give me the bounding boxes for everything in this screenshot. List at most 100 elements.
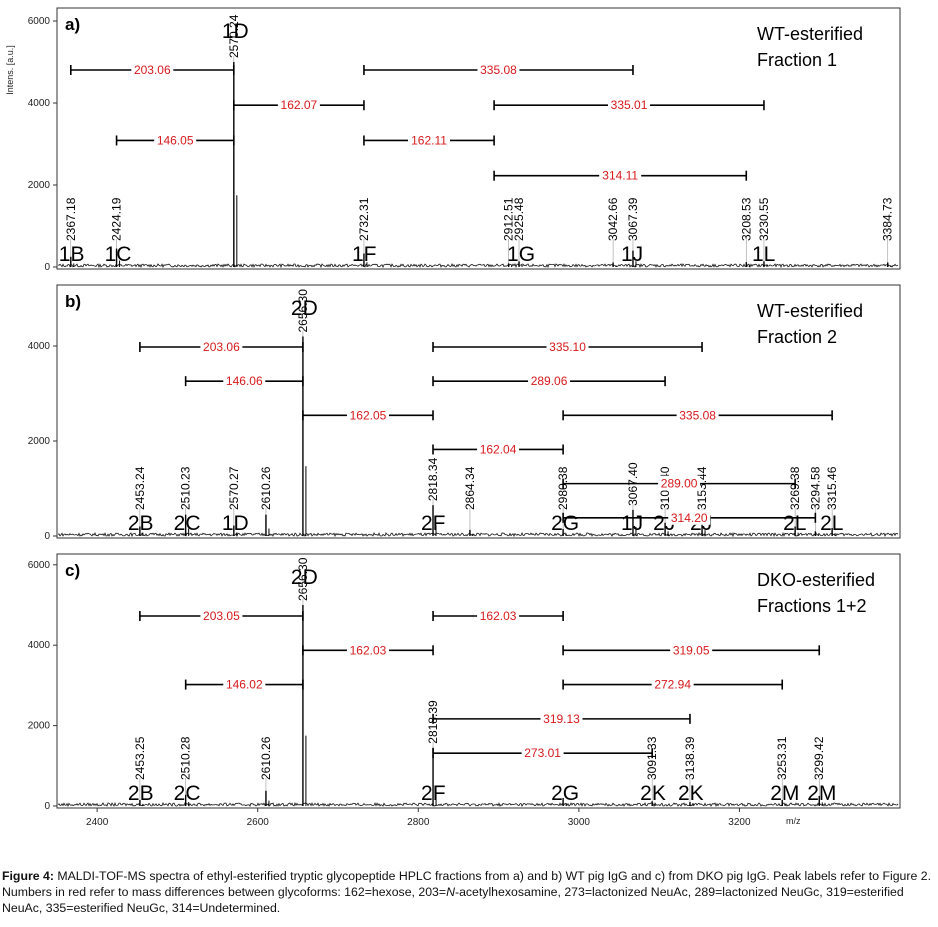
- peak-mz-label: 3253.31: [775, 736, 789, 780]
- panel-c: 0 2000 4000 6000 2453.25 2B 2510.28 2C 2610.26 26…: [28, 553, 901, 828]
- panel-label: a): [65, 15, 80, 34]
- peak-mz-label: 2732.31: [357, 197, 371, 241]
- mass-difference-label-bg: [223, 373, 266, 389]
- mass-difference-label: 335.10: [549, 340, 586, 354]
- panel-title-line: WT-esterified: [757, 24, 863, 44]
- y-tick-label: 4000: [28, 640, 51, 651]
- mass-difference-label-bg: [477, 608, 520, 623]
- panel-title-line: Fraction 2: [757, 327, 837, 347]
- y-tick-label: 6000: [28, 16, 51, 27]
- mass-difference-label-bg: [546, 339, 589, 354]
- peak-mz-label: 3315.46: [825, 466, 839, 510]
- panel-label: b): [65, 292, 81, 311]
- mass-difference-label: 146.02: [226, 678, 263, 692]
- x-tick-label: 3200: [728, 817, 751, 828]
- peak-mz-label: 2610.26: [259, 466, 273, 510]
- peak-name-label: 2G: [551, 782, 579, 805]
- peak-name-label: 2D: [291, 297, 318, 320]
- mass-difference-label: 162.03: [480, 609, 517, 623]
- mass-difference-label-bg: [528, 373, 571, 389]
- mass-difference-label: 289.00: [661, 477, 698, 491]
- peak-name-label: 2F: [421, 782, 446, 805]
- peak-mz-label: 3138.39: [683, 736, 697, 780]
- peak-name-label: 1L: [752, 243, 775, 266]
- mass-difference-label: 335.08: [679, 408, 716, 422]
- mass-difference-label: 162.11: [411, 133, 447, 147]
- mass-difference-label: 319.05: [673, 643, 710, 657]
- mass-difference-label: 335.01: [611, 98, 648, 112]
- mass-difference-label-bg: [277, 97, 320, 113]
- y-tick-label: 2000: [28, 436, 51, 447]
- peak-mz-label: 3230.55: [757, 197, 771, 241]
- peak-mz-label: 3294.58: [808, 466, 822, 510]
- mass-difference-label-bg: [676, 407, 719, 423]
- peak-name-label: 2K: [640, 782, 666, 805]
- peak-name-label: 2B: [128, 782, 154, 805]
- peak-mz-label: 2656.30: [296, 557, 310, 601]
- mass-difference-label: 146.06: [226, 374, 263, 388]
- peak-mz-label: 2510.23: [179, 466, 193, 510]
- peak-mz-label: 2570.27: [227, 466, 241, 510]
- mass-difference-label: 162.05: [350, 408, 387, 422]
- mass-difference-label-bg: [540, 710, 583, 726]
- peak-name-label: 2L: [783, 512, 806, 535]
- mass-difference-label: 203.06: [134, 63, 171, 77]
- panel-title-line: WT-esterified: [757, 301, 863, 321]
- peak-mz-label: 2818.34: [426, 457, 440, 501]
- mass-difference-label-bg: [608, 97, 651, 113]
- mass-difference-label-bg: [668, 509, 711, 525]
- y-tick-label: 4000: [28, 341, 51, 352]
- mass-difference-label: 272.94: [654, 678, 691, 692]
- peak-mz-label: 2510.28: [179, 736, 193, 780]
- y-axis-label: Intens. [a.u.]: [5, 45, 15, 95]
- peak-name-label: 2B: [128, 512, 154, 535]
- peak-mz-label: 2367.18: [64, 197, 78, 241]
- mass-difference-label: 203.05: [203, 609, 240, 623]
- mass-difference-label-bg: [477, 62, 520, 77]
- peak-mz-label: 2864.34: [463, 466, 477, 510]
- caption-italic: N: [446, 885, 455, 899]
- mass-difference-label: 162.03: [350, 643, 387, 657]
- peak-name-label: 1J: [621, 243, 643, 266]
- peak-name-label: 2F: [421, 512, 446, 535]
- peak-name-label: 2M: [770, 782, 799, 805]
- mass-difference-label: 319.13: [543, 712, 580, 726]
- x-tick-label: 3000: [568, 817, 591, 828]
- mass-difference-label: 335.08: [480, 63, 517, 77]
- mass-difference-label: 146.05: [157, 133, 194, 147]
- mass-difference-label-bg: [223, 676, 266, 692]
- plot-frame: [56, 7, 901, 270]
- figure-caption: Figure 4: MALDI-TOF-MS spectra of ethyl-…: [2, 868, 936, 916]
- peak-name-label: 1D: [222, 20, 249, 43]
- mass-difference-label: 162.07: [281, 98, 318, 112]
- peak-name-label: 2D: [291, 566, 318, 589]
- y-tick-label: 0: [44, 262, 50, 273]
- peak-mz-label: 2656.30: [296, 289, 310, 333]
- mass-difference-label: 314.11: [602, 169, 638, 183]
- spectrum-baseline: [57, 263, 899, 269]
- mass-difference-label-bg: [599, 167, 642, 183]
- peak-mz-label: 2453.24: [133, 466, 147, 510]
- mass-difference-label-bg: [131, 62, 174, 77]
- panel-label: c): [65, 561, 80, 580]
- peak-name-label: 1G: [507, 243, 535, 266]
- peak-mz-label: 3067.39: [626, 197, 640, 241]
- peak-mz-label: 2610.26: [259, 736, 273, 780]
- caption-text-1: MALDI-TOF-MS spectra of ethyl-esterified…: [2, 869, 931, 899]
- x-tick-label: 2600: [247, 817, 270, 828]
- plot-frame: [56, 553, 901, 809]
- peak-mz-label: 3299.42: [812, 736, 826, 780]
- mass-difference-label: 203.06: [203, 340, 240, 354]
- peak-mz-label: 2925.48: [512, 197, 526, 241]
- mass-difference-label-bg: [346, 642, 389, 658]
- peak-mz-label: 3208.53: [739, 197, 753, 241]
- spectra-figure: 0 2000 4000 6000 Intens. [a.u.] 2367.18 1B 2424…: [5, 7, 901, 828]
- mass-difference-label-bg: [521, 745, 564, 761]
- peak-name-label: 2K: [678, 782, 704, 805]
- mass-difference-label-bg: [200, 339, 243, 354]
- mass-difference-label: 289.06: [531, 374, 568, 388]
- panel-a: 0 2000 4000 6000 Intens. [a.u.] 2367.18 1B 2424…: [5, 7, 901, 273]
- mass-difference-label-bg: [346, 407, 389, 423]
- mass-difference-label: 162.04: [480, 442, 517, 456]
- y-tick-label: 0: [44, 531, 50, 542]
